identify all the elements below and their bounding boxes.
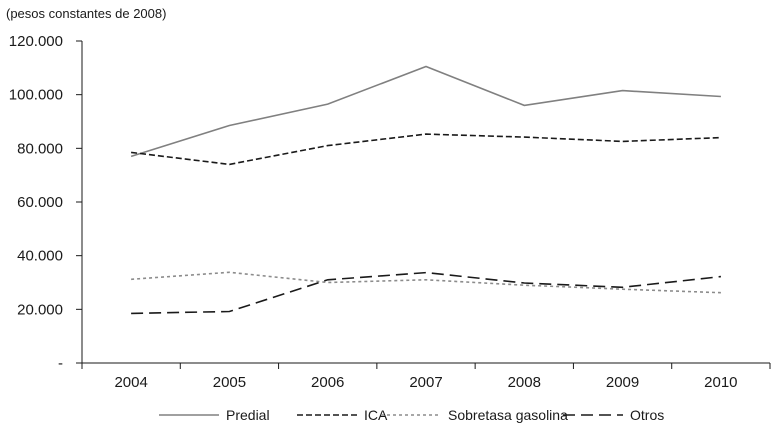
- y-tick-label-1: 20.000: [17, 301, 63, 318]
- x-tick-label-6: 2010: [704, 374, 737, 391]
- legend-label-sobretasa-gasolina: Sobretasa gasolina: [448, 407, 568, 423]
- y-tick-label-4: 80.000: [17, 140, 63, 157]
- legend-label-ica: ICA: [364, 407, 388, 423]
- series-line-sobretasa-gasolina: [131, 271, 721, 294]
- y-tick-label-2: 40.000: [17, 248, 63, 265]
- y-tick-label-5: 100.000: [9, 87, 63, 104]
- x-tick-label-2: 2006: [311, 374, 344, 391]
- y-axis-unit-label: (pesos constantes de 2008): [6, 6, 166, 21]
- axes: - 20.000 40.000 60.000 80.000 100.000 120.000 2…: [9, 33, 771, 391]
- x-tick-label-0: 2004: [114, 374, 147, 391]
- y-tick-label-0: -: [58, 355, 63, 372]
- series-line-predial: [130, 65, 721, 158]
- y-tick-label-6: 120.000: [9, 33, 63, 50]
- x-tick-label-5: 2009: [606, 374, 639, 391]
- series-line-ica: [131, 133, 721, 166]
- x-tick-label-3: 2007: [409, 374, 442, 391]
- x-tick-label-1: 2005: [213, 374, 246, 391]
- y-tick-label-3: 60.000: [17, 194, 63, 211]
- legend: Predial ICA Sobretasa gasolina Otros: [159, 407, 664, 423]
- series-layer: [130, 65, 721, 315]
- legend-label-predial: Predial: [226, 407, 270, 423]
- series-line-otros: [131, 271, 721, 315]
- legend-label-otros: Otros: [630, 407, 664, 423]
- x-tick-label-4: 2008: [508, 374, 541, 391]
